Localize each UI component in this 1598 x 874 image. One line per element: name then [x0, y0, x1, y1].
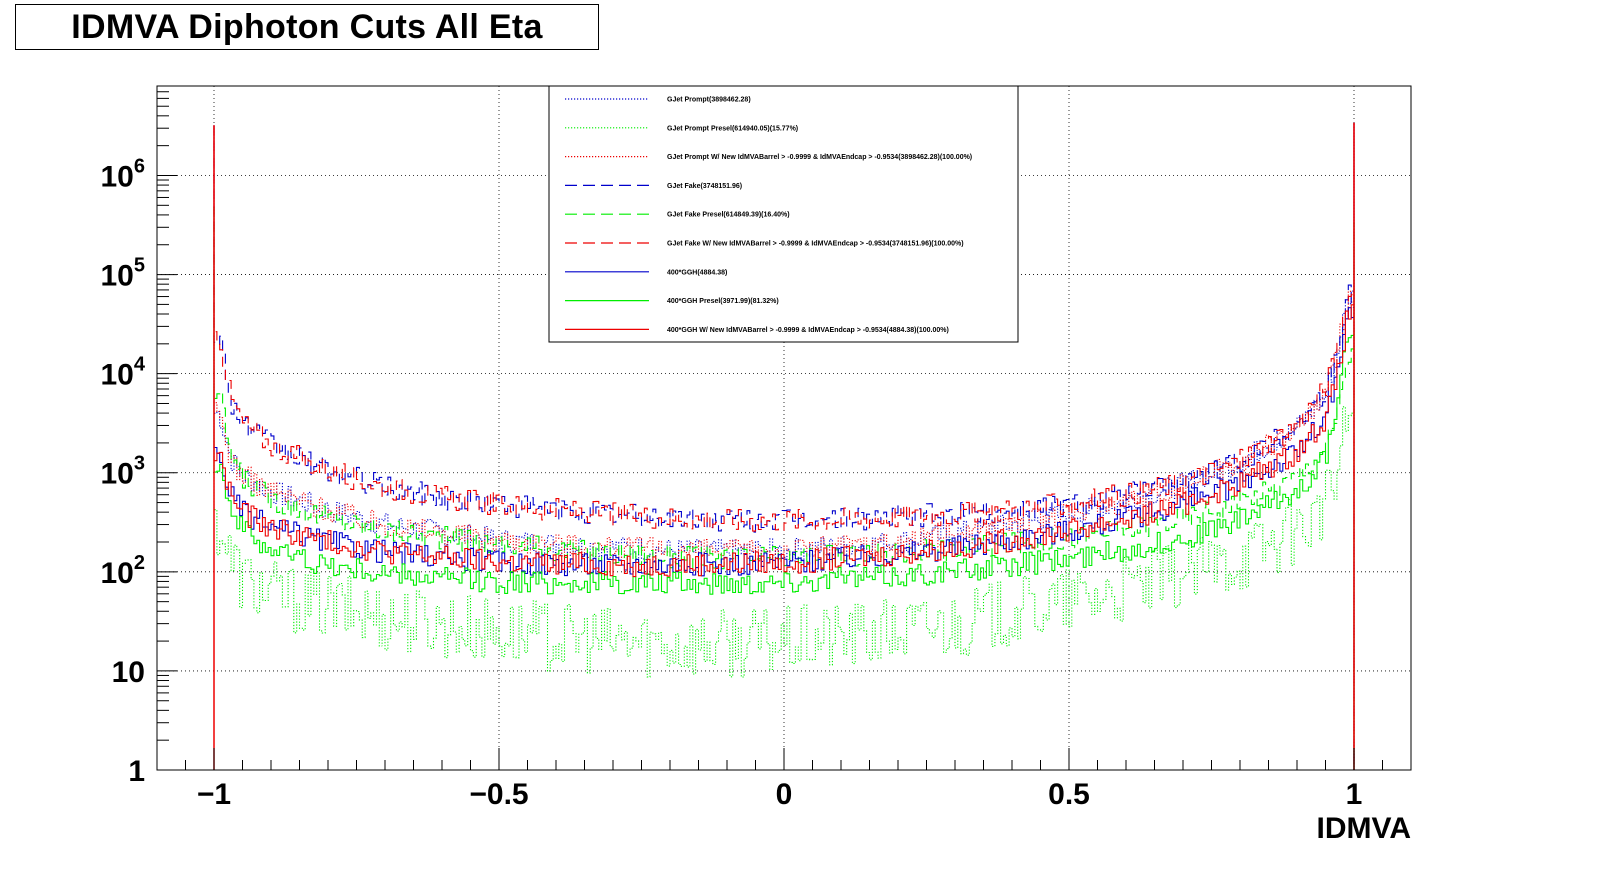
edge-spikes	[213, 122, 1355, 770]
legend-label: 400*GGH W/ New IdMVABarrel > -0.9999 & I…	[667, 327, 949, 334]
grid-lines	[157, 86, 1411, 771]
legend-label: GJet Fake W/ New IdMVABarrel > -0.9999 &…	[667, 241, 964, 248]
legend-label: GJet Fake Presel(614849.39)(16.40%)	[667, 212, 790, 219]
y-tick-label: 106	[101, 155, 146, 193]
legend-label: GJet Prompt W/ New IdMVABarrel > -0.9999…	[667, 154, 972, 161]
y-tick-label: 103	[101, 453, 146, 491]
x-tick-label: −1	[197, 778, 231, 811]
y-tick-label: 102	[101, 552, 146, 590]
legend: GJet Prompt(3898462.28) GJet Prompt Prese…	[548, 85, 1019, 343]
series-line	[213, 122, 1355, 770]
y-tick-label: 10	[112, 656, 145, 689]
legend-label: 400*GGH Presel(3971.99)(81.32%)	[667, 298, 779, 305]
chart-title: IDMVA Diphoton Cuts All Eta	[71, 7, 543, 46]
legend-label: GJet Fake(3748151.96)	[667, 183, 742, 190]
legend-label: GJet Prompt Presel(614940.05)(15.77%)	[667, 125, 798, 132]
x-tick-label: 0.5	[1048, 778, 1090, 811]
legend-label: 400*GGH(4884.38)	[667, 269, 727, 276]
series-line	[213, 122, 1355, 770]
series-line	[213, 122, 1355, 770]
chart-title-box: IDMVA Diphoton Cuts All Eta	[15, 4, 599, 50]
series-line	[213, 207, 1355, 770]
axes: −1 −0.5 0 0.5 1 1 10 102 103 104 105 106	[101, 85, 1412, 811]
x-axis-title: IDMVA	[1317, 812, 1411, 845]
series-layer	[213, 122, 1355, 770]
legend-label: GJet Prompt(3898462.28)	[667, 97, 751, 104]
y-tick-label: 105	[101, 255, 146, 293]
y-tick-label: 1	[128, 755, 145, 788]
x-tick-label: −0.5	[469, 778, 528, 811]
series-line	[213, 122, 1355, 770]
series-line	[213, 207, 1355, 770]
x-tick-label: 0	[776, 778, 793, 811]
y-tick-label: 104	[101, 354, 146, 392]
x-tick-label: 1	[1346, 778, 1363, 811]
